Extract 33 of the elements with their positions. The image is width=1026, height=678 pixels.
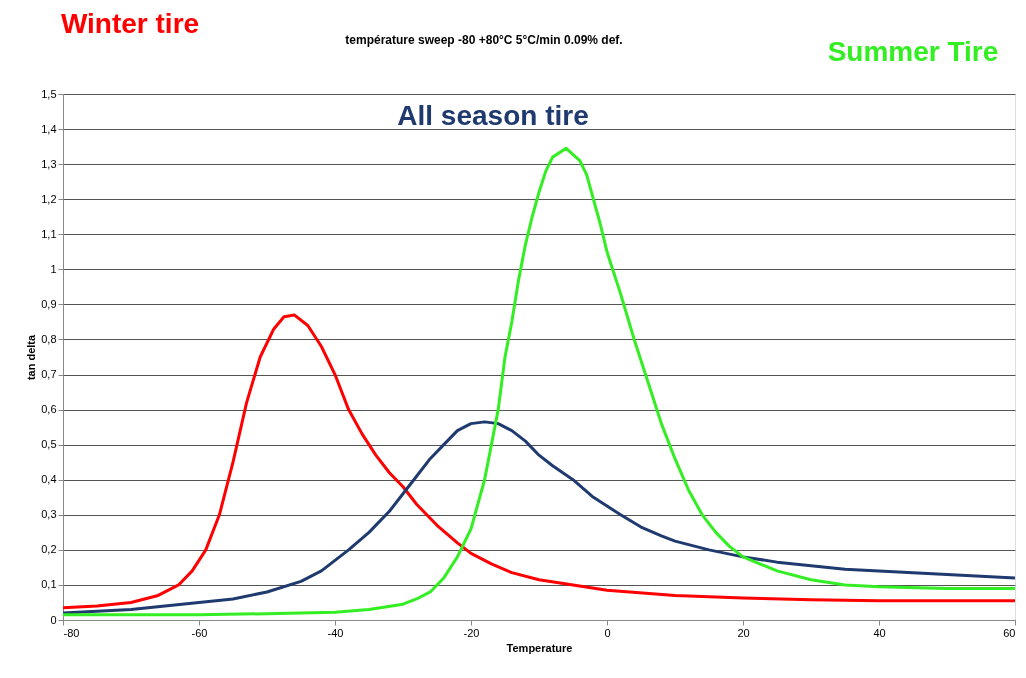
y-tick-label: 1,2 (41, 192, 57, 205)
y-tick-label: 0,1 (41, 578, 57, 591)
chart-title: température sweep -80 +80°C 5°C/min 0.09% def. (345, 33, 623, 47)
y-axis-title: tan delta (25, 334, 38, 381)
x-tick-label: -80 (63, 626, 80, 639)
line-series (63, 420, 1015, 615)
y-tick-label: 0,8 (41, 332, 57, 345)
x-tick-label: 20 (737, 626, 750, 639)
text: All season tire (397, 100, 589, 131)
text: Summer Tire (827, 36, 999, 67)
y-tick-label: 0,9 (41, 297, 57, 310)
x-tick-label: -60 (191, 626, 208, 639)
y-tick-label: 1,1 (41, 227, 57, 240)
x-axis-title: Temperature (506, 641, 573, 654)
y-tick-label: 0,2 (41, 543, 57, 556)
x-tick-label: -20 (463, 626, 480, 639)
y-tick-label: 0,4 (41, 473, 57, 486)
x-tick-label: 0 (604, 626, 611, 639)
x-tick-label: 40 (873, 626, 886, 639)
y-tick-label: 0 (50, 613, 57, 626)
y-tick-label: 1 (50, 262, 57, 275)
x-tick-label: -40 (327, 626, 344, 639)
line-series (63, 313, 1015, 610)
text: Winter tire (60, 8, 200, 39)
y-tick-label: 0,6 (41, 403, 57, 416)
y-tick-label: 1,4 (41, 122, 57, 135)
line-series (63, 146, 1015, 617)
y-tick-label: 0,5 (41, 438, 57, 451)
x-tick-label: 60 (1003, 626, 1016, 639)
y-tick-label: 1,5 (41, 87, 57, 100)
y-tick-label: 1,3 (41, 157, 57, 170)
y-tick-label: 0,7 (41, 368, 57, 381)
y-tick-label: 0,3 (41, 508, 57, 521)
